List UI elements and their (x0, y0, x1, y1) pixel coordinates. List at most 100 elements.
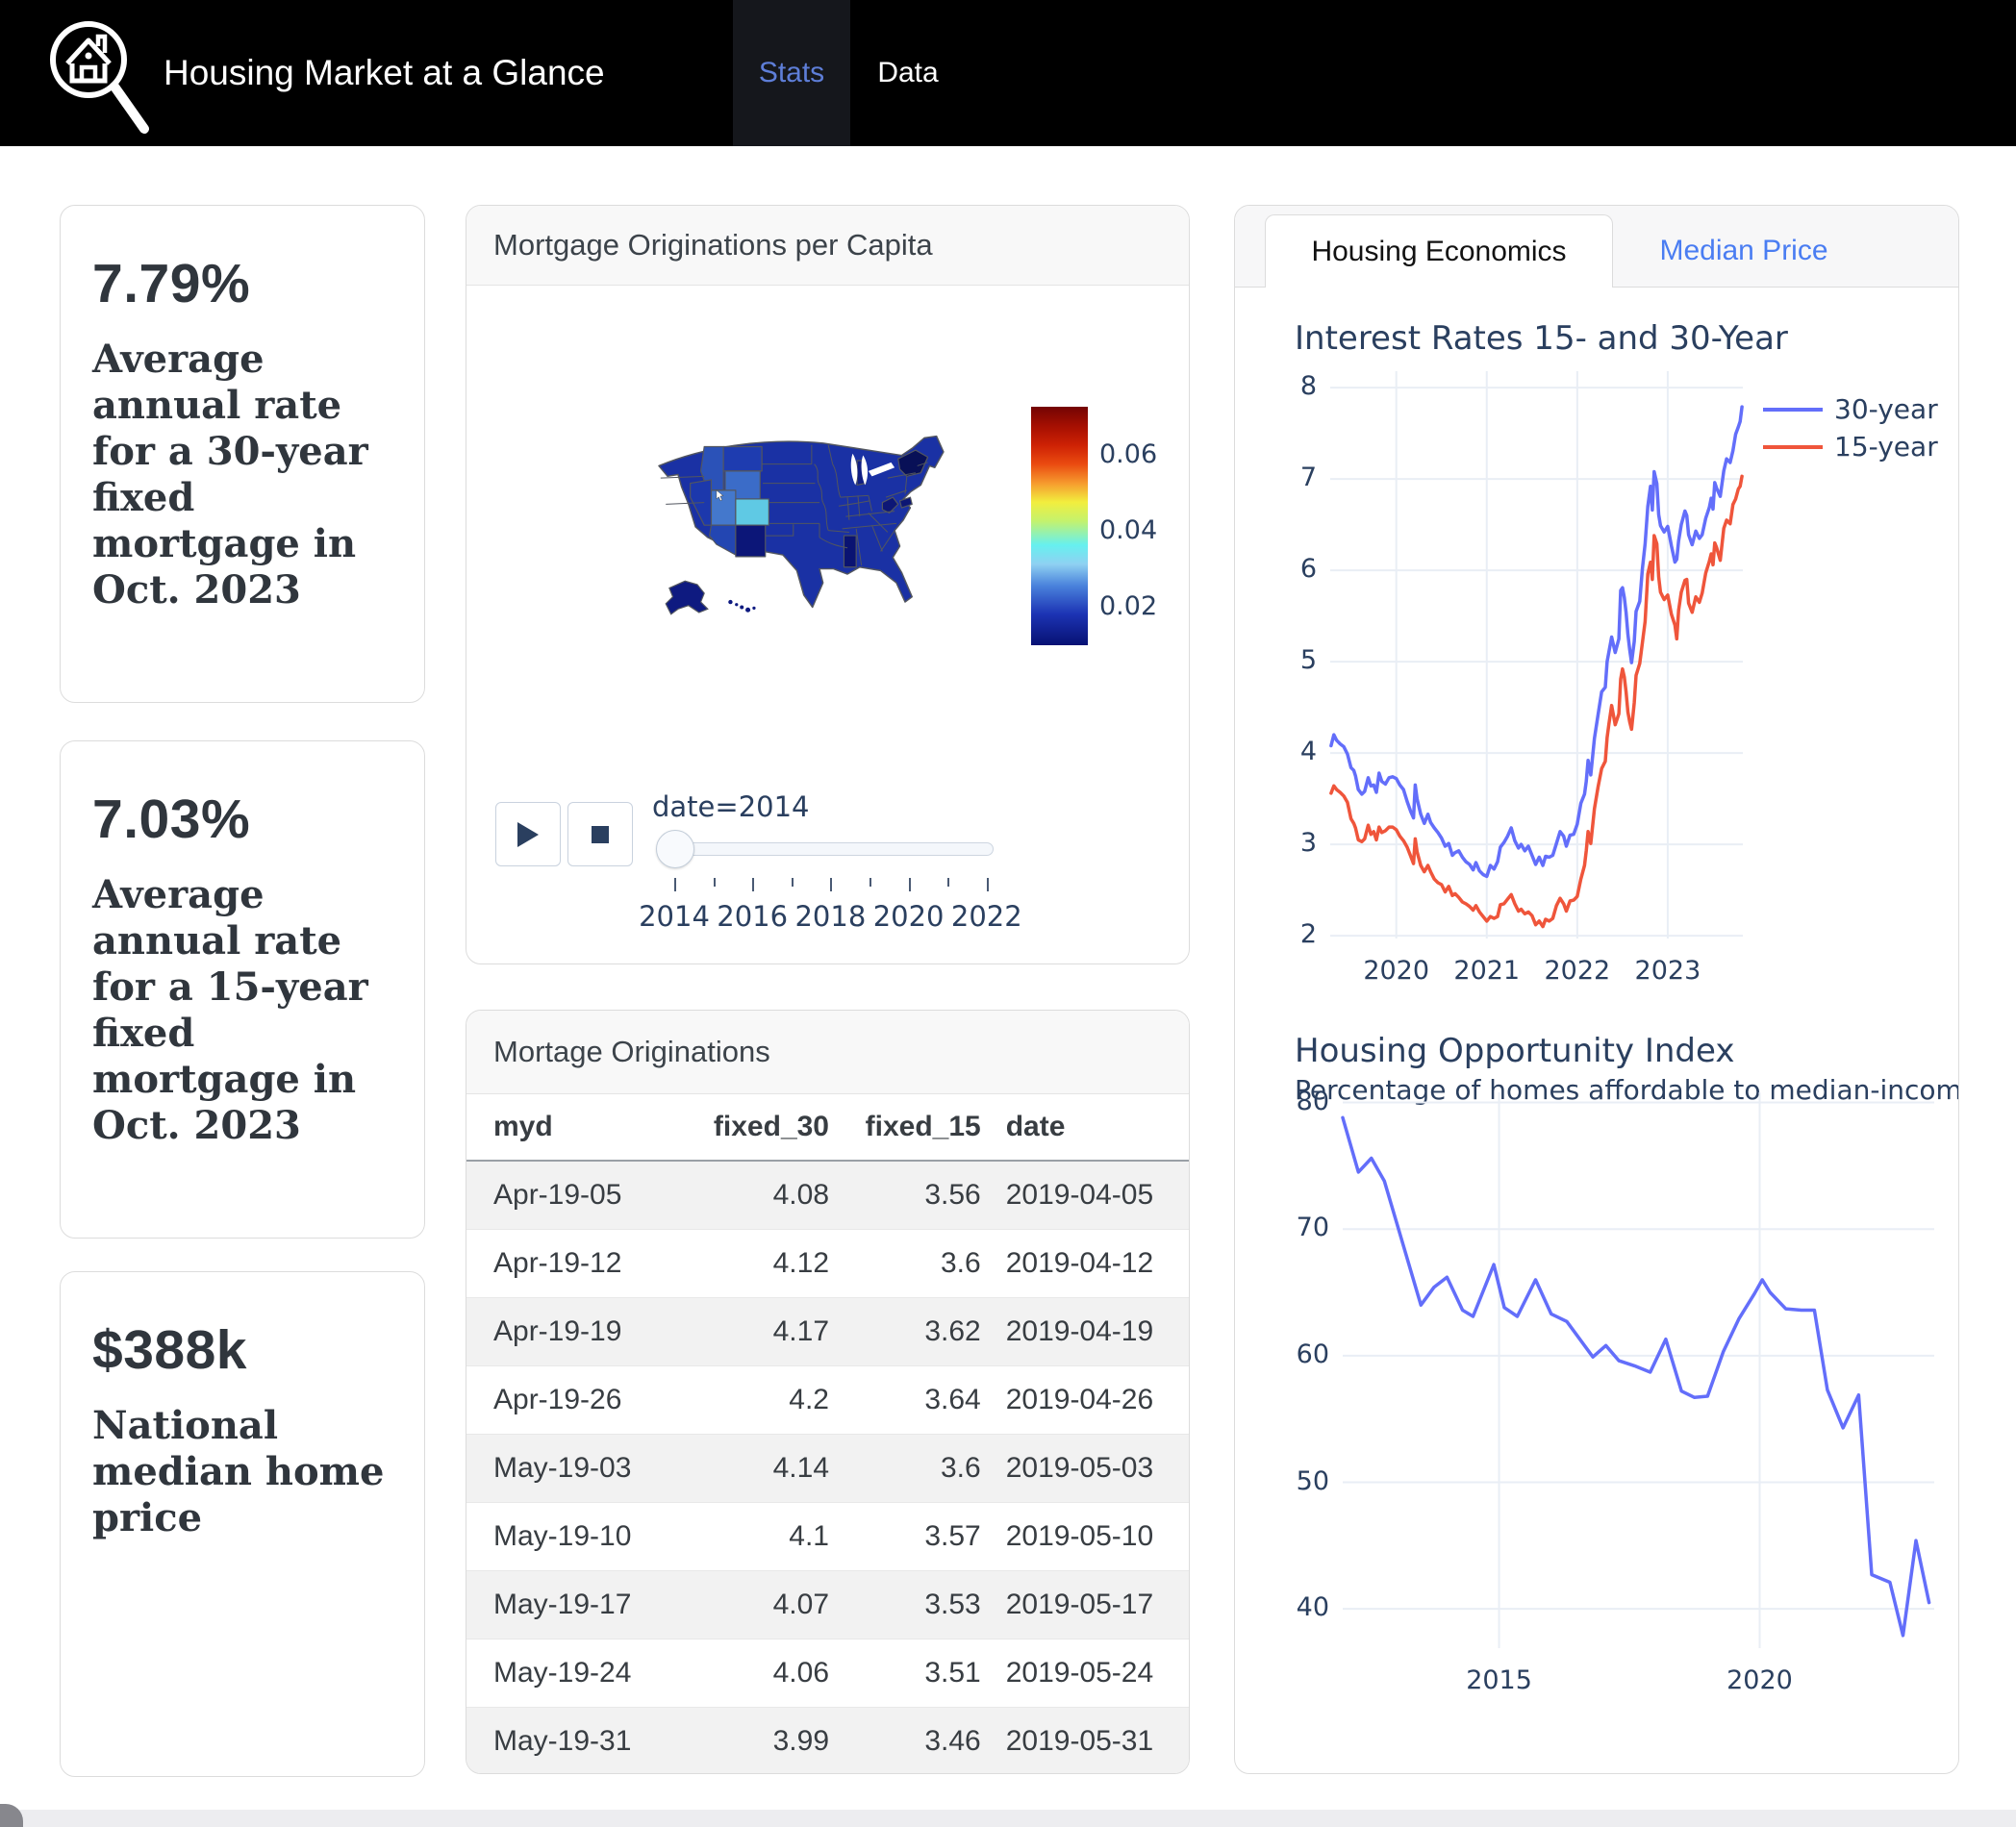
interest-chart-title: Interest Rates 15- and 30-Year (1295, 319, 1788, 358)
table-cell: 4.14 (772, 1452, 829, 1484)
table-row: May-19-24 4.06 3.51 2019-05-24 (466, 1639, 1189, 1708)
table-cell: 3.57 (924, 1520, 981, 1552)
table-row: Apr-19-05 4.08 3.56 2019-04-05 (466, 1161, 1189, 1230)
window-corner (0, 1804, 23, 1827)
slider-tick (752, 878, 755, 891)
house-search-logo-icon (50, 21, 149, 134)
colorbar (1031, 407, 1088, 645)
card-tab-bar: Housing Economics Median Price (1235, 206, 1958, 288)
date-slider-handle[interactable] (656, 830, 694, 868)
nav-tab-data[interactable]: Data (877, 57, 939, 88)
table-cell: 4.06 (772, 1657, 829, 1689)
us-choropleth-map[interactable] (640, 422, 971, 632)
play-button[interactable] (495, 802, 561, 866)
table-cell: 2019-05-10 (1005, 1520, 1154, 1552)
series-line-30-year (1329, 405, 1744, 879)
stat-card-30yr-rate: 7.79% Average annual rate for a 30-year … (60, 205, 425, 703)
stat-card-median-price: $388k National median home price (60, 1271, 425, 1777)
table-cell: 4.07 (772, 1589, 829, 1620)
y-tick-label: 5 (1299, 645, 1317, 676)
y-tick-label: 3 (1299, 828, 1317, 859)
table-row: Apr-19-26 4.2 3.64 2019-04-26 (466, 1365, 1189, 1435)
table-cell: 2019-05-31 (1005, 1725, 1154, 1757)
table-cell: Apr-19-12 (493, 1247, 622, 1279)
slider-tick (674, 878, 676, 891)
table-row: Apr-19-19 4.17 3.62 2019-04-19 (466, 1297, 1189, 1366)
originations-table-card: Mortage Originations myd fixed_30 fixed_15… (466, 1010, 1190, 1774)
hoi-chart-title: Housing Opportunity Index (1295, 1032, 1735, 1070)
table-cell: 3.6 (940, 1452, 981, 1484)
legend-label: 15-year (1834, 431, 1938, 463)
x-tick-label: 2023 (1634, 956, 1701, 986)
table-cell: 3.56 (924, 1179, 981, 1211)
slider-tick-label: 2022 (950, 900, 1022, 933)
table-cell: 3.99 (772, 1725, 829, 1757)
hoi-chart-subtitle: Percentage of homes affordable to median… (1295, 1074, 1959, 1106)
nav-tab-stats[interactable]: Stats (733, 0, 850, 146)
stat-description-30yr: Average annual rate for a 30-year fixed … (92, 337, 368, 613)
table-cell: 3.53 (924, 1589, 981, 1620)
table-cell: 3.46 (924, 1725, 981, 1757)
colorbar-tick-label: 0.02 (1099, 591, 1158, 622)
table-cell: 4.17 (772, 1315, 829, 1347)
stat-value-30yr: 7.79% (92, 253, 251, 314)
slider-tick (947, 878, 950, 887)
legend-item-15-year[interactable]: 15-year (1763, 428, 1938, 465)
slider-tick (791, 878, 794, 887)
y-tick-label: 8 (1299, 371, 1317, 402)
y-tick-label: 50 (1296, 1465, 1329, 1496)
table-cell: 2019-05-24 (1005, 1657, 1154, 1689)
map-card-title: Mortgage Originations per Capita (466, 206, 1189, 286)
app-title: Housing Market at a Glance (164, 53, 605, 92)
stop-button[interactable] (567, 802, 633, 866)
legend-item-30-year[interactable]: 30-year (1763, 390, 1938, 428)
table-cell: 2019-05-17 (1005, 1589, 1154, 1620)
table-cell: 3.64 (924, 1384, 981, 1415)
column-header: date (986, 1094, 1189, 1162)
date-slider-track[interactable] (665, 842, 994, 856)
stat-description-15yr: Average annual rate for a 15-year fixed … (92, 872, 368, 1148)
table-cell: 2019-04-19 (1005, 1315, 1154, 1347)
table-cell: 2019-04-26 (1005, 1384, 1154, 1415)
footer-strip (0, 1810, 2016, 1827)
series-line-15-year (1329, 474, 1744, 929)
colorbar-tick-label: 0.06 (1099, 438, 1158, 469)
tab-median-price[interactable]: Median Price (1659, 235, 1828, 266)
x-tick-label: 2021 (1453, 956, 1521, 986)
x-tick-label: 2022 (1544, 956, 1611, 986)
table-row: Apr-19-12 4.12 3.6 2019-04-12 (466, 1229, 1189, 1298)
x-tick-label: 2020 (1363, 956, 1430, 986)
y-tick-label: 2 (1299, 919, 1317, 950)
table-row: May-19-03 4.14 3.6 2019-05-03 (466, 1434, 1189, 1503)
y-tick-label: 60 (1296, 1339, 1329, 1369)
slider-tick (986, 878, 989, 891)
y-tick-label: 7 (1299, 463, 1317, 493)
slider-tick-label: 2016 (717, 900, 789, 933)
y-tick-label: 80 (1296, 1086, 1329, 1116)
table-cell: Apr-19-26 (493, 1384, 622, 1415)
table-cell: 3.51 (924, 1657, 981, 1689)
column-header: fixed_15 (835, 1094, 987, 1162)
originations-table: myd fixed_30 fixed_15 date Apr-19-05 4.08 3.5… (466, 1094, 1189, 1773)
table-cell: May-19-03 (493, 1452, 632, 1484)
table-cell: Apr-19-19 (493, 1315, 622, 1347)
table-cell: 2019-05-03 (1005, 1452, 1154, 1484)
slider-tick (869, 878, 871, 887)
y-tick-label: 4 (1299, 737, 1317, 767)
play-icon (517, 821, 539, 847)
stat-description-median-price: National median home price (92, 1403, 385, 1540)
y-tick-label: 70 (1296, 1213, 1329, 1243)
slider-tick (908, 878, 911, 891)
x-tick-label: 2020 (1726, 1665, 1793, 1695)
table-cell: May-19-17 (493, 1589, 632, 1620)
table-cell: Apr-19-05 (493, 1179, 622, 1211)
app-header: Housing Market at a Glance Stats Data (0, 0, 2016, 146)
table-cell: May-19-31 (493, 1725, 632, 1757)
table-cell: 2019-04-05 (1005, 1179, 1154, 1211)
tab-housing-economics[interactable]: Housing Economics (1265, 214, 1613, 288)
table-header: myd fixed_30 fixed_15 date (466, 1094, 1189, 1162)
table-cell: 4.1 (789, 1520, 829, 1552)
table-cell: 3.62 (924, 1315, 981, 1347)
table-row: May-19-10 4.1 3.57 2019-05-10 (466, 1502, 1189, 1571)
